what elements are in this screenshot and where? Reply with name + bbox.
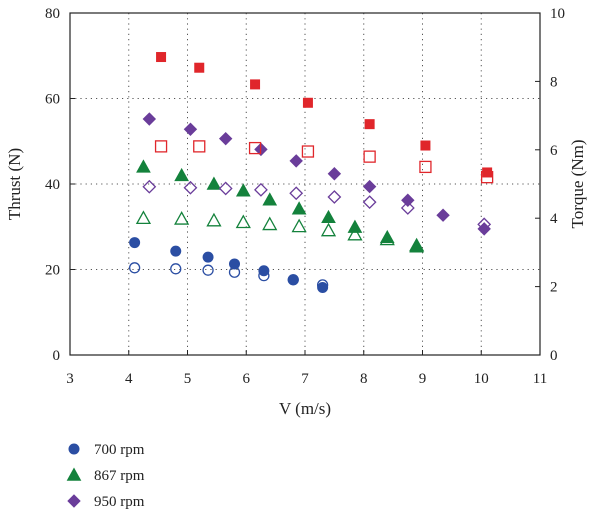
x-tick-label: 5 [184,371,192,387]
triangle-torque-point [347,226,363,241]
x-tick-label: 4 [125,371,133,387]
square-torque-point [363,150,376,163]
square-thrust-point [250,79,261,90]
square-thrust-point [482,167,493,178]
legend: 700 rpm 867 rpm 950 rpm [66,442,145,510]
triangle-thrust-point [174,167,189,182]
triangle-torque-point [320,222,337,237]
x-axis-label: V (m/s) [279,399,331,418]
triangle-torque-point [291,218,307,233]
diamond-thrust-point [183,122,198,136]
diamond-torque-point [218,181,233,196]
diamond-thrust-point [327,167,342,181]
circle-thrust-point [317,281,329,293]
triangle-thrust-point [321,209,336,224]
diamond-torque-point [362,195,377,210]
square-torque-point [301,145,315,158]
square-thrust-point [420,140,431,151]
triangle-thrust-point [262,192,278,206]
data-points [128,52,494,293]
triangle-torque-point [135,210,152,225]
diamond-thrust-point [401,193,415,207]
square-thrust-point [194,62,205,73]
y2-tick-label: 0 [550,348,558,364]
triangle-torque-point [174,211,190,225]
square-thrust-point [302,97,313,108]
triangle-thrust-point [136,159,151,173]
y2-tick-label: 10 [550,6,565,22]
diamond-torque-point [400,201,415,215]
triangle-torque-point [206,212,222,227]
x-tick-label: 11 [533,371,547,387]
circle-torque-point [316,279,329,291]
legend-label: 700 rpm [94,442,145,458]
x-tick-label: 6 [243,371,251,387]
diamond-thrust-point [289,154,303,168]
x-tick-label: 8 [360,371,368,387]
y-tick-label: 0 [53,348,61,364]
triangle-torque-point [409,237,425,252]
y-tick-label: 80 [45,6,60,22]
square-torque-point [248,141,262,155]
diamond-thrust-point [477,222,491,236]
x-tick-label: 10 [474,371,489,387]
legend-circle-icon [68,443,80,455]
triangle-thrust-point [206,176,222,190]
diamond-thrust-point [436,208,450,222]
circle-thrust-point [229,258,240,270]
diamond-torque-point [477,217,492,232]
diamond-torque-point [183,180,198,195]
triangle-thrust-point [347,219,363,233]
circle-thrust-point [202,251,214,263]
x-tick-label: 7 [301,371,309,387]
y2-tick-label: 2 [550,280,558,296]
y-axis-label: Thrust (N) [5,148,24,220]
legend-diamond-icon [67,494,81,508]
circle-thrust-point [129,237,141,249]
y2-tick-label: 6 [550,143,558,159]
diamond-thrust-point [362,179,377,194]
diamond-torque-point [254,182,268,197]
square-torque-point [154,140,168,153]
square-thrust-point [156,52,167,63]
circle-torque-point [258,270,270,282]
grid-lines [70,13,540,355]
circle-torque-point [128,262,141,274]
circle-torque-point [287,274,299,286]
legend-label: 867 rpm [94,468,145,484]
diamond-torque-point [327,190,342,204]
triangle-thrust-point [235,183,251,197]
x-tick-label: 9 [419,371,427,387]
square-thrust-point [364,119,375,130]
y2-axis-label: Torque (Nm) [568,140,587,229]
y-tick-label: 40 [45,177,60,193]
circle-torque-point [202,264,214,276]
diamond-torque-point [142,179,157,194]
y2-tick-label: 4 [550,211,558,227]
square-torque-point [193,140,206,153]
circle-torque-point [228,266,241,278]
diamond-torque-point [289,186,304,201]
square-torque-point [480,171,494,184]
circle-torque-point [170,263,182,275]
diamond-thrust-point [142,112,157,126]
legend-triangle-icon [66,467,82,481]
triangle-torque-point [262,216,278,231]
y-tick-label: 60 [45,92,60,108]
square-torque-point [419,160,432,174]
circle-thrust-point [170,245,182,257]
diamond-thrust-point [218,131,233,146]
triangle-torque-point [235,214,251,229]
y-tick-label: 20 [45,263,60,279]
triangle-thrust-point [291,201,307,215]
legend-label: 950 rpm [94,494,145,510]
triangle-torque-point [379,231,395,246]
x-tick-label: 3 [66,371,74,387]
y2-tick-label: 8 [550,74,558,90]
